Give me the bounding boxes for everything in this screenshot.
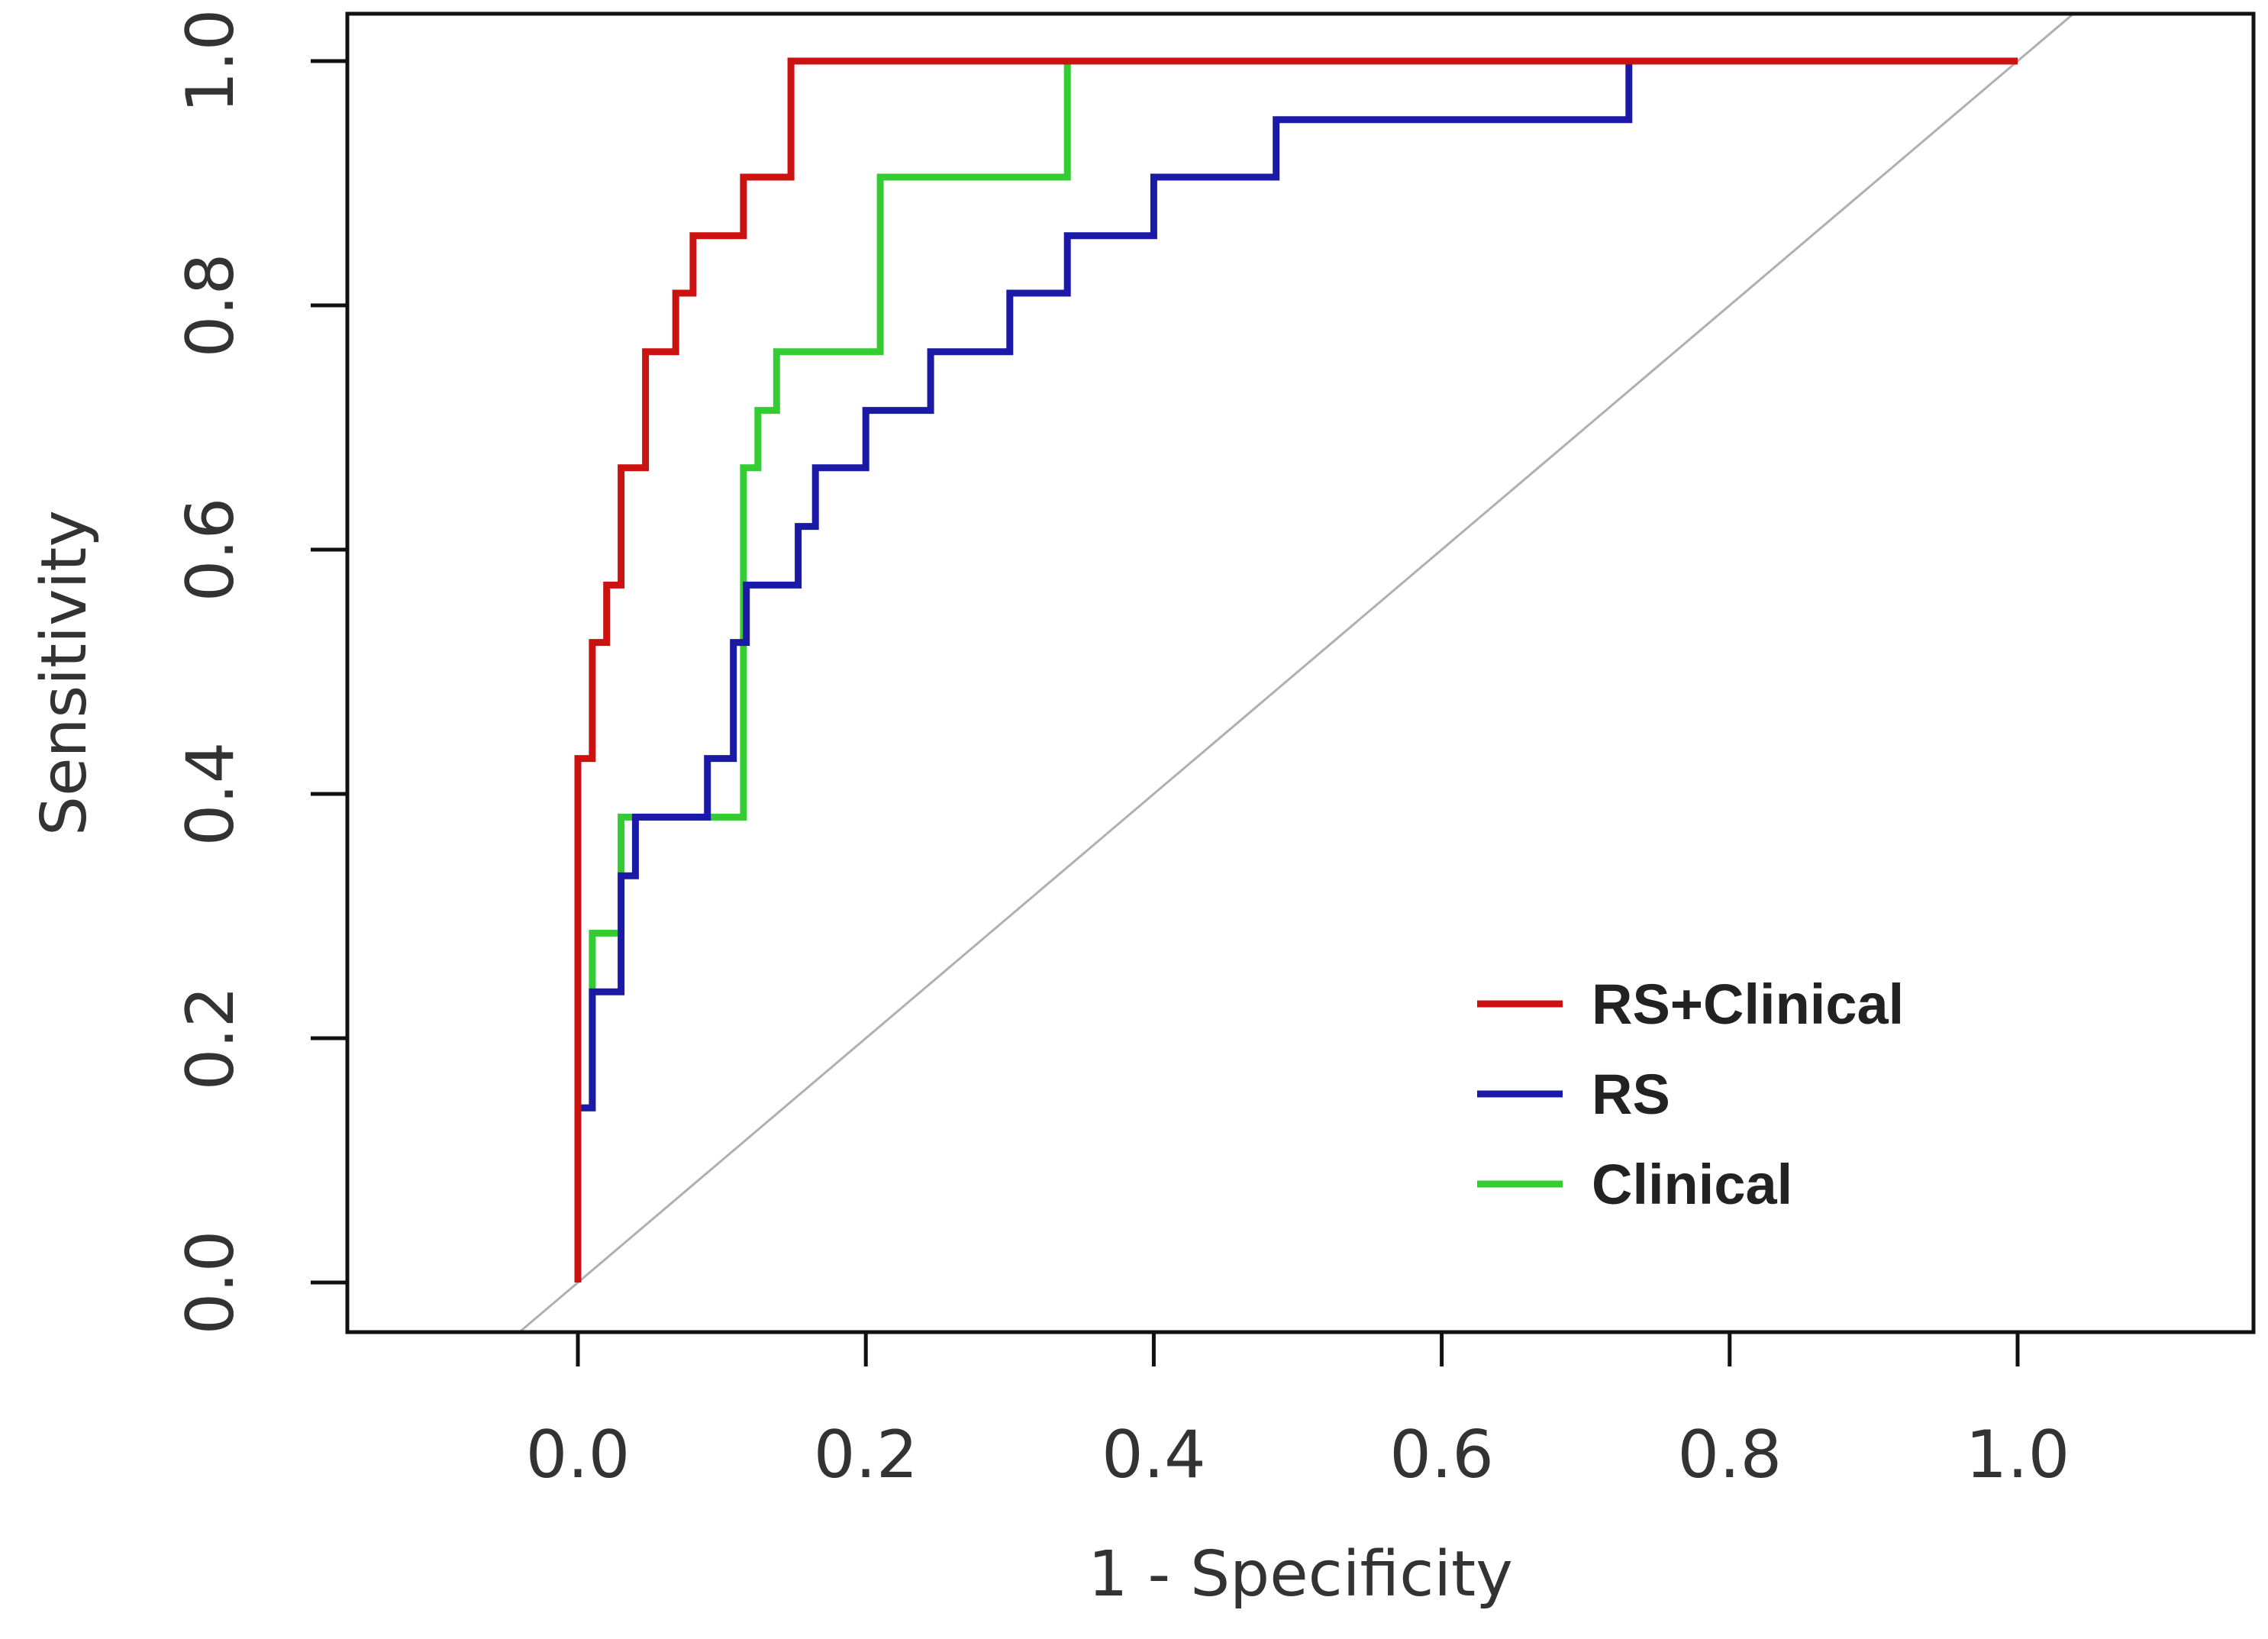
y-tick-label: 0.4	[173, 742, 249, 847]
reference-line-layer	[519, 14, 2076, 1332]
legend-label: RS	[1592, 1063, 1670, 1126]
y-tick-label: 0.2	[173, 986, 249, 1091]
series-layer	[574, 57, 2018, 1282]
legend-label: RS+Clinical	[1592, 973, 1904, 1036]
reference-diagonal-line	[519, 14, 2076, 1332]
y-axis-title: Sensitivity	[28, 510, 101, 836]
x-tick-label: 0.8	[1677, 1417, 1782, 1493]
x-axis: 0.0 0.2 0.4 0.6 0.8 1.0	[526, 1332, 2070, 1493]
x-tick-label: 0.2	[814, 1417, 918, 1493]
legend-label: Clinical	[1592, 1153, 1792, 1216]
roc-curve-rs-clinical	[574, 57, 2018, 1282]
y-tick-label: 1.0	[173, 9, 249, 114]
plot-frame	[345, 11, 2256, 1334]
x-axis-title: 1 - Specificity	[1088, 1538, 1513, 1611]
y-axis: 0.0 0.2 0.4 0.6 0.8 1.0	[173, 9, 347, 1335]
y-tick-label: 0.8	[173, 253, 249, 358]
y-tick-label: 0.0	[173, 1231, 249, 1335]
legend: RS+Clinical RS Clinical	[1477, 973, 1904, 1216]
x-tick-label: 1.0	[1966, 1417, 2070, 1493]
roc-curve-clinical	[574, 57, 2018, 1282]
x-tick-label: 0.4	[1102, 1417, 1206, 1493]
roc-curve-rs	[574, 57, 2018, 1282]
x-tick-label: 0.0	[526, 1417, 631, 1493]
x-tick-label: 0.6	[1389, 1417, 1494, 1493]
y-tick-label: 0.6	[173, 498, 249, 602]
